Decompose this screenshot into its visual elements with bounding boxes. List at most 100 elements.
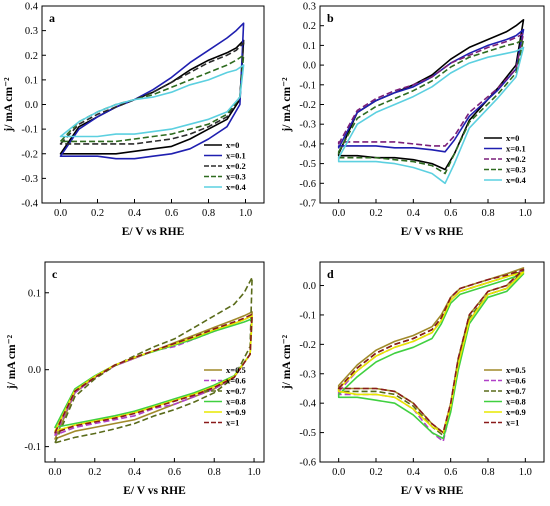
- x-tick-label: 0.4: [407, 208, 421, 219]
- x-tick-label: 1.0: [247, 467, 260, 478]
- x-tick-label: 0.2: [88, 467, 101, 478]
- y-tick-label: 0.0: [303, 61, 316, 72]
- x-tick-label: 0.4: [128, 208, 142, 219]
- y-tick-label: 0.0: [25, 100, 38, 111]
- series-line-x-1: [337, 268, 525, 434]
- series-line-x-0-1: [59, 22, 245, 160]
- legend: x=0x=0.1x=0.2x=0.3x=0.4: [204, 140, 246, 192]
- legend-entry: x=0.7: [226, 386, 246, 396]
- x-tick-label: 0.2: [369, 467, 382, 478]
- x-tick-label: 0.0: [332, 208, 345, 219]
- y-tick-label: -0.5: [299, 159, 316, 170]
- y-tick-label: -0.2: [299, 100, 316, 111]
- x-tick-label: 0.0: [48, 467, 61, 478]
- panel-c: 0.0 0.2 0.4 0.6 0.8 1.0 -0.1 0.0 0.1 E/ V vs RHE j…: [6, 261, 265, 497]
- y-tick-label: -0.4: [299, 139, 316, 150]
- series-line-x-0-8: [54, 318, 253, 429]
- y-tick-label: 0.2: [303, 21, 316, 32]
- y-tick-label: 0.3: [25, 26, 38, 37]
- y-tick-label: 0.1: [28, 288, 41, 299]
- legend-entry: x=0.3: [506, 165, 526, 175]
- series-line-x-0-3: [59, 54, 245, 143]
- legend-entry: x=0.2: [506, 154, 526, 164]
- series-line-x-0-9: [337, 271, 525, 434]
- x-tick-label: 0.8: [208, 467, 221, 478]
- x-tick-label: 0.8: [481, 208, 494, 219]
- panel-label: a: [49, 11, 55, 25]
- y-tick-label: -0.3: [299, 369, 316, 380]
- y-tick-label: 0.0: [303, 281, 316, 292]
- panel-d: 0.0 0.2 0.4 0.6 0.8 1.0 -0.6 -0.5 -0.4 -0.3 -0.2 -0…: [281, 261, 545, 497]
- legend-entry: x=0.9: [226, 407, 246, 417]
- legend-entry: x=0.8: [226, 397, 246, 407]
- series-line-x-0-6: [337, 270, 525, 443]
- series-group: [54, 276, 253, 444]
- y-tick-label: 0.0: [28, 365, 41, 376]
- y-tick-label: -0.4: [21, 199, 38, 210]
- series-line-x-1: [54, 313, 253, 434]
- legend: x=0x=0.1x=0.2x=0.3x=0.4: [484, 133, 526, 185]
- legend-entry: x=0.3: [226, 172, 246, 182]
- y-axis-label: j/ mA cm⁻²: [3, 77, 15, 133]
- legend-entry: x=0.1: [226, 151, 246, 161]
- series-line-x-0-4: [337, 46, 525, 185]
- x-tick-label: 0.2: [369, 208, 382, 219]
- y-tick-label: 0.1: [25, 75, 38, 86]
- y-tick-label: -0.7: [299, 199, 316, 210]
- legend-entry: x=0.5: [506, 365, 526, 375]
- series-line-x-0-5: [54, 311, 253, 440]
- x-tick-label: 0.0: [332, 467, 345, 478]
- y-tick-label: 0.3: [303, 2, 316, 13]
- y-tick-label: -0.1: [24, 442, 41, 453]
- x-tick-label: 1.0: [239, 208, 252, 219]
- y-tick-label: -0.2: [21, 149, 38, 160]
- legend-entry: x=0.4: [226, 182, 246, 192]
- y-tick-label: -0.4: [299, 399, 316, 410]
- legend-entry: x=0.6: [506, 376, 526, 386]
- x-axis-label: E/ V vs RHE: [123, 485, 186, 497]
- legend-entry: x=0.8: [506, 397, 526, 407]
- x-tick-label: 0.6: [168, 467, 181, 478]
- series-line-x-0-6: [54, 315, 253, 436]
- panel-a: 0.0 0.2 0.4 0.6 0.8 1.0 -0.4 -0.3 -0.2 -0.1 0.0 0.1…: [3, 2, 265, 238]
- legend: x=0.5x=0.6x=0.7x=0.8x=0.9x=1: [484, 365, 526, 428]
- y-axis-label: j/ mA cm⁻²: [281, 77, 293, 133]
- x-tick-label: 0.8: [481, 467, 494, 478]
- series-line-x-0-8: [337, 273, 525, 440]
- x-tick-label: 0.6: [444, 208, 457, 219]
- y-tick-label: -0.6: [299, 179, 316, 190]
- y-tick-label: -0.1: [21, 125, 38, 136]
- legend-entry: x=1: [506, 418, 519, 428]
- series-group: [59, 22, 245, 160]
- x-tick-label: 0.0: [54, 208, 67, 219]
- x-tick-label: 1.0: [519, 208, 532, 219]
- x-tick-label: 0.4: [407, 467, 421, 478]
- y-tick-label: -0.2: [299, 340, 316, 351]
- panel-label: d: [327, 267, 334, 281]
- series-group: [337, 19, 525, 185]
- y-tick-label: 0.4: [25, 2, 39, 13]
- y-tick-label: -0.1: [299, 80, 316, 91]
- legend-entry: x=0.2: [226, 161, 246, 171]
- panel-b: 0.0 0.2 0.4 0.6 0.8 1.0 -0.7 -0.6 -0.5 -0.4 -0.3 -0…: [281, 2, 545, 238]
- y-tick-label: -0.1: [299, 310, 316, 321]
- legend: x=0.5x=0.6x=0.7x=0.8x=0.9x=1: [204, 365, 246, 428]
- series-line-x-0-7: [54, 276, 253, 444]
- x-tick-label: 0.2: [91, 208, 104, 219]
- y-tick-label: -0.6: [299, 458, 316, 469]
- plot-frame: [319, 261, 545, 463]
- y-axis-label: j/ mA cm⁻²: [281, 334, 293, 390]
- legend-entry: x=0.1: [506, 144, 526, 154]
- series-group: [337, 267, 525, 443]
- x-tick-label: 1.0: [519, 467, 532, 478]
- y-tick-label: -0.3: [299, 120, 316, 131]
- series-line-x-0-9: [54, 315, 253, 432]
- series-line-x-0: [337, 19, 525, 171]
- x-tick-label: 0.6: [444, 467, 457, 478]
- x-axis-label: E/ V vs RHE: [122, 226, 185, 238]
- y-tick-label: -0.3: [21, 174, 38, 185]
- series-line-x-0-4: [59, 64, 245, 138]
- legend-entry: x=0.9: [506, 407, 526, 417]
- legend-entry: x=0.5: [226, 365, 246, 375]
